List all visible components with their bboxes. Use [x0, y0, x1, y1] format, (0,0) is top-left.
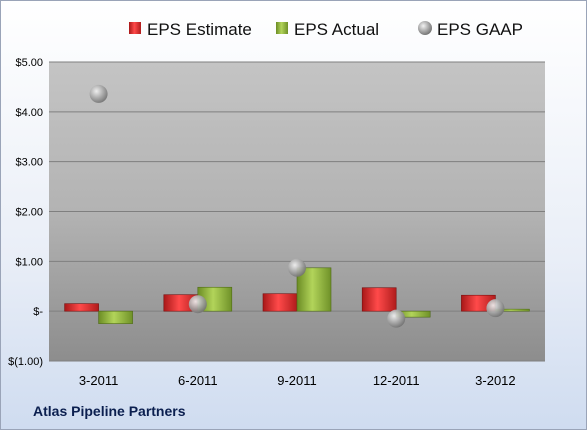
- legend-label: EPS Estimate: [147, 20, 252, 39]
- point-eps-gaap: [188, 295, 207, 314]
- legend-swatch: [129, 22, 141, 34]
- y-tick-label: $5.00: [15, 57, 43, 69]
- bar-eps-actual: [296, 267, 332, 312]
- x-category-label: 9-2011: [277, 373, 317, 388]
- bars: [64, 267, 530, 324]
- y-tick-label: $2.00: [15, 207, 43, 219]
- x-category-label: 3-2012: [475, 373, 515, 388]
- point-eps-gaap: [486, 299, 505, 318]
- legend: EPS Estimate EPS Actual EPS GAAP: [129, 20, 523, 39]
- x-category-label: 6-2011: [178, 373, 218, 388]
- company-name: Atlas Pipeline Partners: [33, 403, 186, 419]
- bar-eps-actual: [98, 310, 133, 324]
- legend-label: EPS GAAP: [437, 20, 523, 39]
- legend-swatch: [276, 22, 288, 34]
- x-axis-categories: 3-2011 6-2011 9-2011 12-2011 3-2012: [79, 373, 516, 388]
- y-tick-label: $4.00: [15, 107, 43, 119]
- point-eps-gaap: [288, 258, 306, 277]
- gaap-points: [89, 84, 505, 328]
- bar-eps-estimate: [64, 303, 99, 312]
- y-tick-label: $3.00: [15, 157, 43, 169]
- x-category-label: 3-2011: [79, 373, 119, 388]
- y-tick-label: $(1.00): [8, 356, 43, 368]
- y-tick-label: $-: [33, 306, 43, 318]
- y-tick-label: $1.00: [15, 256, 43, 268]
- point-eps-gaap: [89, 84, 108, 103]
- x-category-label: 12-2011: [373, 373, 420, 388]
- bar-eps-estimate: [262, 293, 298, 312]
- point-eps-gaap: [387, 309, 406, 328]
- y-axis-ticks: $5.00 $4.00 $3.00 $2.00 $1.00 $- $(1.00): [8, 57, 43, 368]
- bar-eps-estimate: [361, 287, 397, 312]
- legend-swatch: [418, 21, 432, 35]
- legend-label: EPS Actual: [294, 20, 379, 39]
